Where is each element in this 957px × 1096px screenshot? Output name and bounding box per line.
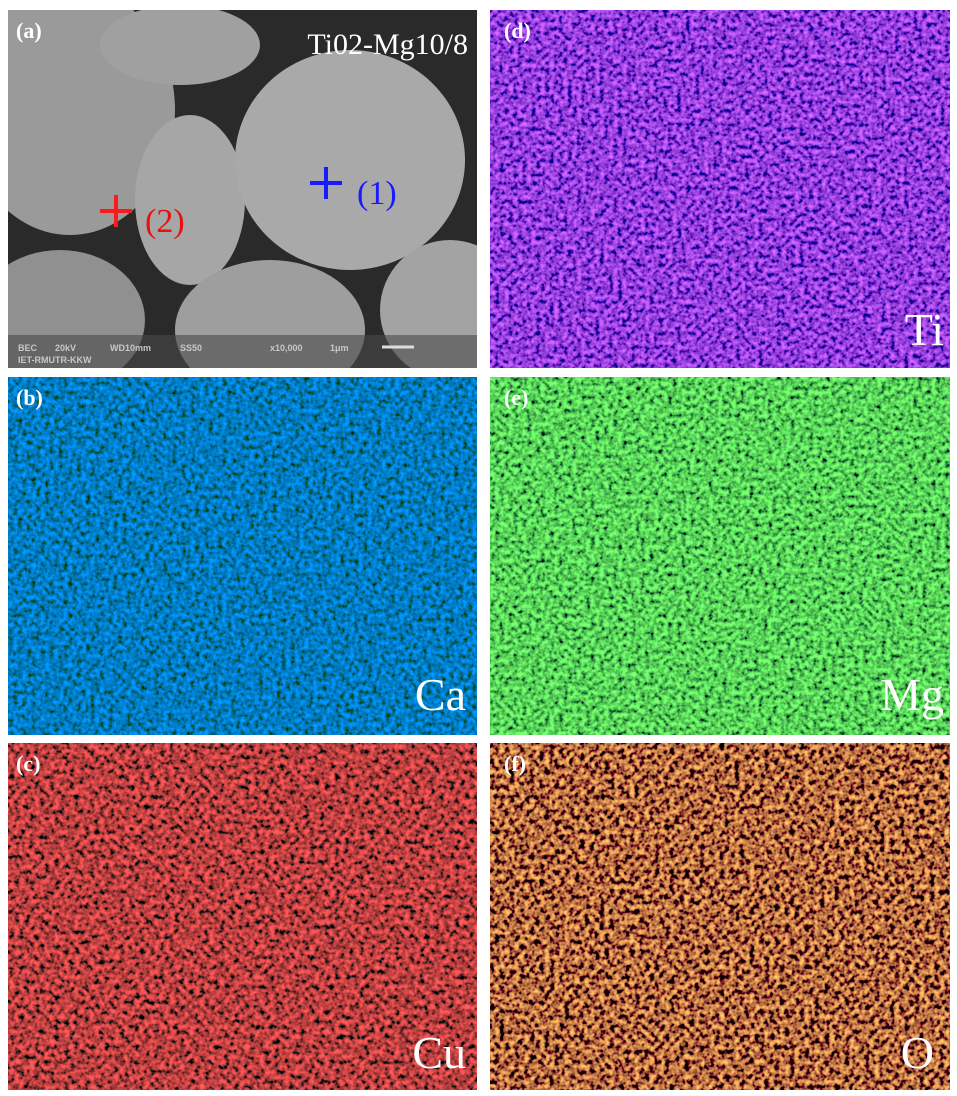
panel-label: (a) [16, 18, 42, 43]
sem-info: 1μm [330, 343, 349, 353]
ca-map [8, 377, 477, 735]
sem-info: 20kV [55, 343, 76, 353]
point-label: (1) [357, 175, 397, 212]
sem-info: BEC [18, 343, 38, 353]
sample-title: Ti02-Mg10/8 [307, 28, 468, 61]
sem-info: WD10mm [110, 343, 151, 353]
panel-label: (c) [16, 751, 40, 776]
sem-info: IET-RMUTR-KKW [18, 355, 92, 365]
element-label: Cu [412, 1027, 466, 1078]
figure: (a) Ti02-Mg10/8 (1) (2) BEC 20kV WD10mm … [0, 0, 957, 1096]
point-label: (2) [145, 203, 185, 240]
panel-label: (f) [504, 751, 526, 776]
sem-info: x10,000 [270, 343, 303, 353]
panel-label: (d) [504, 18, 531, 43]
element-label: Ti [905, 304, 944, 355]
element-label: Mg [880, 669, 944, 720]
ti-map [490, 10, 950, 368]
element-label: Ca [415, 669, 466, 720]
element-label: O [901, 1027, 934, 1078]
cu-map [8, 743, 477, 1090]
o-map [490, 743, 950, 1090]
panel-label: (e) [504, 385, 528, 410]
sem-info: SS50 [180, 343, 202, 353]
panel-label: (b) [16, 385, 43, 410]
